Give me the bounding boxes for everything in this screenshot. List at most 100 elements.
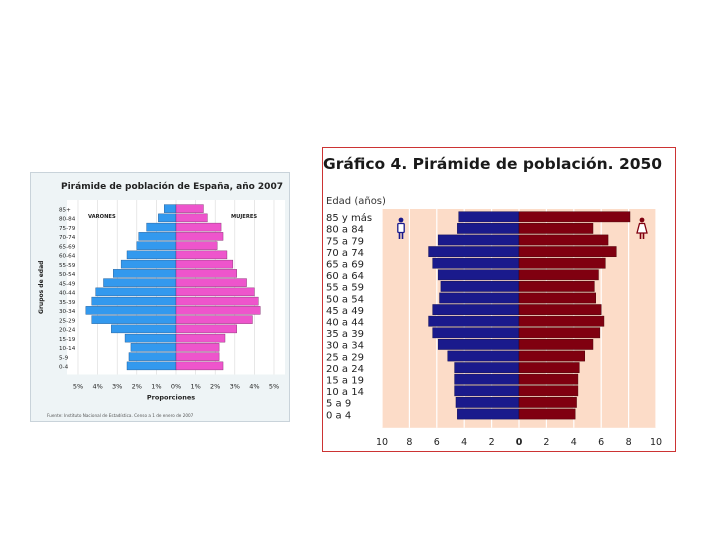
female-bar: [518, 339, 594, 350]
female-bar: [175, 287, 255, 297]
female-bar: [518, 246, 617, 257]
male-bar: [454, 385, 520, 397]
age-group-label: 70 a 74: [326, 248, 364, 259]
x-tick-label: 2%: [132, 383, 142, 391]
male-bar: [455, 397, 520, 408]
female-bar: [175, 333, 226, 343]
female-bar: [175, 343, 220, 352]
x-tick-label: 10: [376, 437, 388, 448]
male-legend-label: VARONES: [88, 214, 116, 220]
x-tick-label: 2: [489, 437, 495, 448]
male-bar: [457, 223, 520, 234]
female-bar: [175, 259, 234, 269]
male-bar: [447, 350, 520, 362]
age-group-label: 70-74: [59, 235, 76, 241]
x-tick-label: 3%: [112, 383, 122, 391]
female-bar: [518, 292, 596, 304]
female-bar: [175, 361, 224, 371]
x-tick-label: 0%: [171, 383, 181, 391]
female-bar: [175, 296, 259, 306]
age-group-label: 60-64: [59, 254, 76, 260]
x-tick-label: 6: [434, 437, 440, 448]
male-bar: [85, 306, 177, 315]
male-bar: [130, 343, 177, 352]
x-tick-label: 6: [598, 437, 604, 448]
female-bar: [518, 408, 576, 420]
male-bar: [432, 304, 520, 315]
male-bar: [437, 339, 520, 350]
age-group-label: 10 a 14: [326, 387, 364, 398]
female-bar: [175, 250, 228, 260]
female-bar: [175, 269, 237, 278]
x-tick-label: 4%: [249, 383, 259, 391]
pyramid-2007-chart: Pirámide de población de España, año 200…: [38, 181, 285, 418]
age-group-label: 45-49: [59, 281, 76, 287]
age-group-label: 55 a 59: [326, 283, 364, 294]
age-group-label: 85+: [59, 207, 71, 213]
male-bar: [128, 352, 177, 361]
male-bar: [432, 257, 520, 269]
female-bar: [175, 222, 222, 232]
male-bar: [428, 246, 520, 257]
x-tick-label: 5%: [73, 383, 83, 391]
male-bar: [454, 373, 520, 385]
x-tick-label: 4%: [92, 383, 102, 391]
x-tick-label: 8: [406, 437, 412, 448]
male-bar: [428, 315, 520, 327]
female-bar: [518, 327, 601, 339]
female-bar: [175, 232, 224, 241]
age-group-label: 35-39: [59, 300, 76, 306]
age-group-label: 85 y más: [326, 212, 372, 224]
age-group-label: 40 a 44: [326, 318, 364, 329]
male-bar: [113, 269, 177, 278]
female-bar: [518, 350, 586, 362]
male-bar: [432, 327, 520, 339]
age-group-label: 60 a 64: [326, 271, 364, 282]
x-axis-label: Proporciones: [147, 394, 195, 402]
male-bar: [146, 222, 177, 232]
male-bar: [457, 408, 520, 420]
male-bar: [439, 292, 520, 304]
age-group-label: 25-29: [59, 318, 76, 324]
female-bar: [175, 213, 208, 223]
female-bar: [518, 385, 579, 397]
female-bar: [518, 269, 599, 281]
age-group-label: 5-9: [59, 355, 69, 361]
male-bar: [164, 204, 177, 213]
female-bar: [175, 241, 218, 250]
x-tick-label: 4: [571, 437, 577, 448]
male-bar: [136, 241, 177, 250]
x-tick-label: 5%: [269, 383, 279, 391]
male-bar: [91, 315, 177, 324]
male-bar: [111, 324, 177, 334]
male-icon-body: [397, 222, 405, 234]
x-tick-label: 4: [461, 437, 467, 448]
age-group-label: 0-4: [59, 365, 69, 371]
chart-title: Pirámide de población de España, año 200…: [61, 181, 283, 192]
male-bar: [437, 234, 520, 246]
age-group-label: 40-44: [59, 291, 76, 297]
age-group-label: 55-59: [59, 263, 76, 269]
female-bar: [175, 306, 261, 315]
female-icon-dress: [636, 222, 648, 234]
pyramid-2050-chart: Gráfico 4. Pirámide de población. 2050 Ed…: [323, 155, 662, 448]
age-group-label: 35 a 39: [326, 329, 364, 340]
x-tick-label: 3%: [230, 383, 240, 391]
age-group-label: 50-54: [59, 272, 76, 278]
chart-title: Gráfico 4. Pirámide de población. 2050: [323, 155, 662, 173]
female-bar: [175, 204, 204, 213]
source-note: Fuente: Instituto Nacional de Estadístic…: [47, 413, 194, 418]
male-bar: [103, 278, 177, 287]
female-bar: [518, 211, 631, 223]
x-tick-label: 2: [543, 437, 549, 448]
male-bar: [458, 211, 520, 223]
female-icon: [636, 217, 648, 239]
age-group-label: 20 a 24: [326, 364, 364, 375]
age-group-label: 80 a 84: [326, 225, 364, 236]
female-bar: [518, 223, 594, 234]
age-group-label: 20-24: [59, 328, 76, 334]
age-group-label: 30 a 34: [326, 341, 364, 352]
male-bar: [91, 296, 177, 306]
age-group-label: 75-79: [59, 226, 76, 232]
age-group-label: 25 a 29: [326, 352, 364, 363]
